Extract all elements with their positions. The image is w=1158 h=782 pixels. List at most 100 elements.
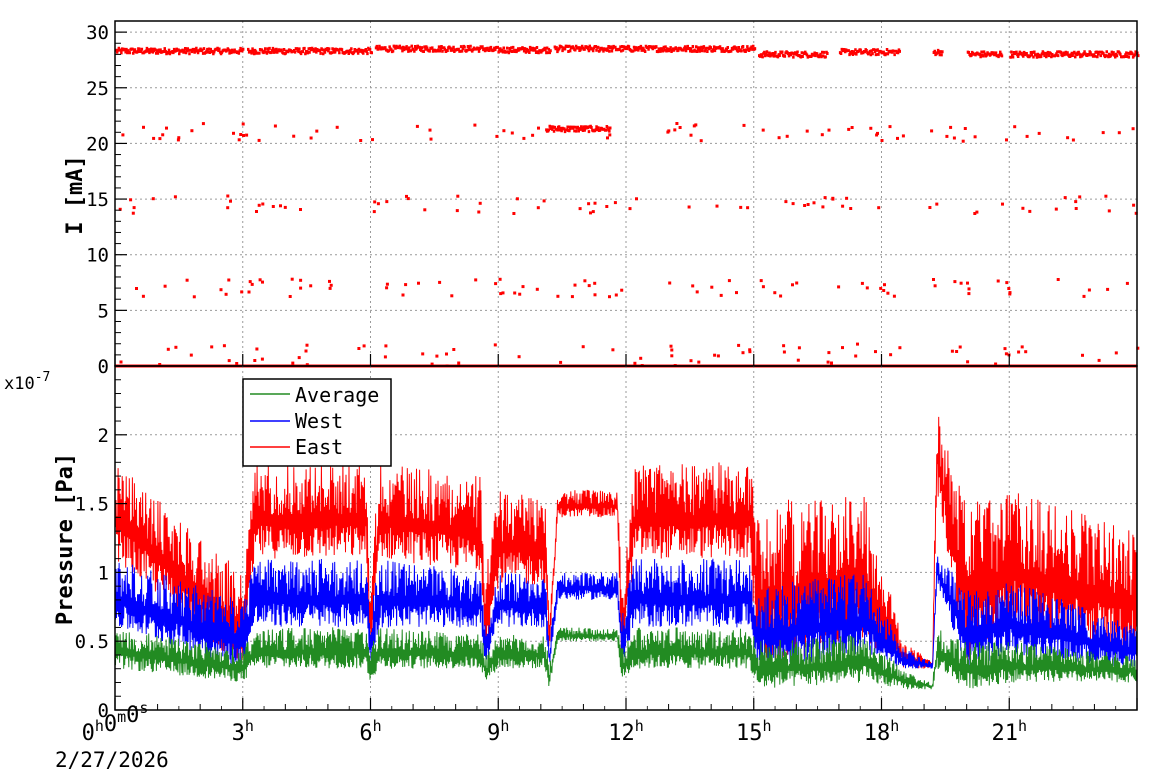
current-point bbox=[699, 139, 703, 143]
current-point bbox=[587, 284, 591, 288]
current-point bbox=[357, 347, 361, 350]
current-point bbox=[1101, 131, 1105, 135]
pressure-ticks: 0 0.5 1 1.5 2 bbox=[75, 379, 127, 722]
current-point bbox=[297, 356, 301, 360]
current-point bbox=[299, 278, 303, 282]
current-point bbox=[417, 281, 420, 285]
current-point bbox=[258, 278, 262, 282]
current-point bbox=[190, 129, 194, 133]
current-point bbox=[255, 347, 259, 351]
current-point bbox=[1131, 127, 1135, 131]
current-point bbox=[291, 361, 295, 365]
current-point bbox=[748, 350, 752, 354]
current-point bbox=[678, 126, 682, 129]
current-point bbox=[1104, 194, 1108, 198]
current-point bbox=[158, 363, 162, 366]
current-y-tick-label: 25 bbox=[86, 78, 109, 100]
current-point bbox=[880, 139, 884, 142]
pressure-y-tick-label: 2 bbox=[98, 425, 109, 447]
current-point bbox=[1020, 345, 1024, 349]
current-point bbox=[952, 136, 956, 140]
current-point bbox=[715, 204, 719, 208]
current-point bbox=[849, 207, 853, 210]
current-point bbox=[536, 206, 540, 210]
current-point bbox=[290, 277, 294, 281]
current-point bbox=[535, 287, 539, 291]
current-point bbox=[518, 292, 522, 296]
current-point bbox=[1017, 350, 1021, 354]
current-point bbox=[232, 131, 235, 135]
current-point bbox=[620, 288, 624, 292]
current-point bbox=[227, 359, 231, 363]
current-point bbox=[639, 356, 643, 360]
current-point bbox=[606, 136, 609, 140]
pressure-y-tick-label: 0.5 bbox=[75, 631, 109, 653]
current-point bbox=[142, 125, 145, 129]
current-point bbox=[831, 197, 835, 201]
current-point bbox=[806, 203, 810, 206]
current-point bbox=[559, 360, 563, 364]
current-segment bbox=[966, 50, 1004, 59]
current-point bbox=[847, 127, 851, 131]
current-point bbox=[438, 280, 442, 284]
time-x-tick-label: 18h bbox=[864, 717, 900, 746]
current-point bbox=[1054, 207, 1058, 211]
current-point bbox=[896, 136, 899, 140]
current-point bbox=[803, 204, 807, 207]
current-point bbox=[876, 131, 879, 135]
current-point bbox=[973, 135, 977, 139]
current-point bbox=[605, 205, 609, 208]
current-point bbox=[875, 133, 879, 137]
current-point bbox=[515, 197, 519, 201]
current-point bbox=[966, 360, 970, 364]
current-point bbox=[304, 349, 308, 353]
pressure-trace-east bbox=[114, 416, 1137, 669]
current-point bbox=[583, 279, 587, 283]
current-point bbox=[1003, 347, 1007, 351]
current-point bbox=[697, 360, 701, 364]
legend-label-west: West bbox=[295, 409, 343, 433]
time-x-tick-label: 21h bbox=[991, 717, 1027, 746]
current-point bbox=[456, 194, 460, 198]
current-point bbox=[748, 348, 752, 352]
current-point bbox=[898, 346, 902, 350]
current-point bbox=[288, 295, 292, 298]
current-point bbox=[716, 354, 720, 358]
current-point bbox=[854, 354, 858, 358]
current-point bbox=[1106, 287, 1110, 291]
current-point bbox=[614, 293, 618, 297]
current-point bbox=[299, 208, 302, 211]
current-point bbox=[328, 286, 332, 290]
current-point bbox=[383, 355, 387, 359]
current-point bbox=[635, 197, 638, 201]
current-point bbox=[537, 126, 540, 130]
current-point bbox=[1097, 358, 1101, 362]
current-point bbox=[510, 131, 514, 135]
current-point bbox=[1117, 131, 1121, 135]
current-point bbox=[224, 292, 228, 296]
current-point bbox=[119, 360, 123, 364]
current-point bbox=[517, 355, 521, 359]
current-point bbox=[1136, 346, 1140, 350]
current-point bbox=[494, 282, 498, 286]
current-point bbox=[1025, 134, 1029, 138]
current-point bbox=[827, 351, 831, 355]
current-point bbox=[689, 133, 693, 137]
current-point bbox=[362, 344, 366, 348]
current-point bbox=[189, 353, 193, 357]
current-point bbox=[675, 122, 679, 125]
current-segment bbox=[553, 44, 757, 54]
current-point bbox=[883, 283, 886, 287]
current-point bbox=[222, 344, 226, 348]
current-point bbox=[573, 283, 577, 287]
current-point bbox=[886, 291, 890, 295]
current-point bbox=[761, 285, 765, 289]
current-point bbox=[805, 129, 809, 133]
current-point bbox=[930, 129, 934, 133]
current-point bbox=[226, 206, 230, 210]
current-point bbox=[613, 201, 617, 205]
current-point bbox=[812, 201, 816, 205]
current-point bbox=[257, 138, 261, 142]
current-point bbox=[589, 211, 592, 215]
current-point bbox=[1082, 294, 1086, 298]
